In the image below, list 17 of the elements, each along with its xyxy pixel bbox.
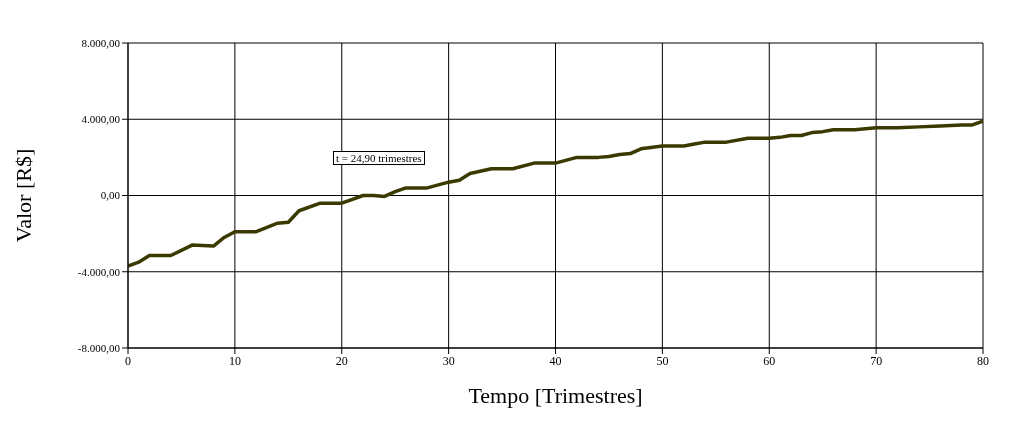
x-tick-label: 10 bbox=[228, 353, 241, 368]
x-tick-label: 30 bbox=[442, 353, 455, 368]
x-axis-title: Tempo [Trimestres] bbox=[468, 383, 643, 408]
x-tick-label: 60 bbox=[763, 353, 776, 368]
x-tick-label: 0 bbox=[125, 353, 131, 368]
y-tick-label: -8.000,00 bbox=[77, 341, 121, 354]
y-tick-label: 8.000,00 bbox=[81, 36, 121, 49]
y-axis-title: Valor [R$] bbox=[10, 148, 36, 243]
x-tick-label: 70 bbox=[870, 353, 883, 368]
x-tick-label: 50 bbox=[656, 353, 669, 368]
annotation: t = 24,90 trimestres bbox=[333, 151, 425, 165]
x-tick-label: 20 bbox=[335, 353, 348, 368]
y-tick-label: -4.000,00 bbox=[77, 265, 121, 278]
x-tick-label: 80 bbox=[977, 353, 989, 368]
y-tick-label: 4.000,00 bbox=[81, 113, 121, 126]
x-tick-label: 40 bbox=[549, 353, 562, 368]
y-tick-label: 0,00 bbox=[100, 189, 121, 202]
